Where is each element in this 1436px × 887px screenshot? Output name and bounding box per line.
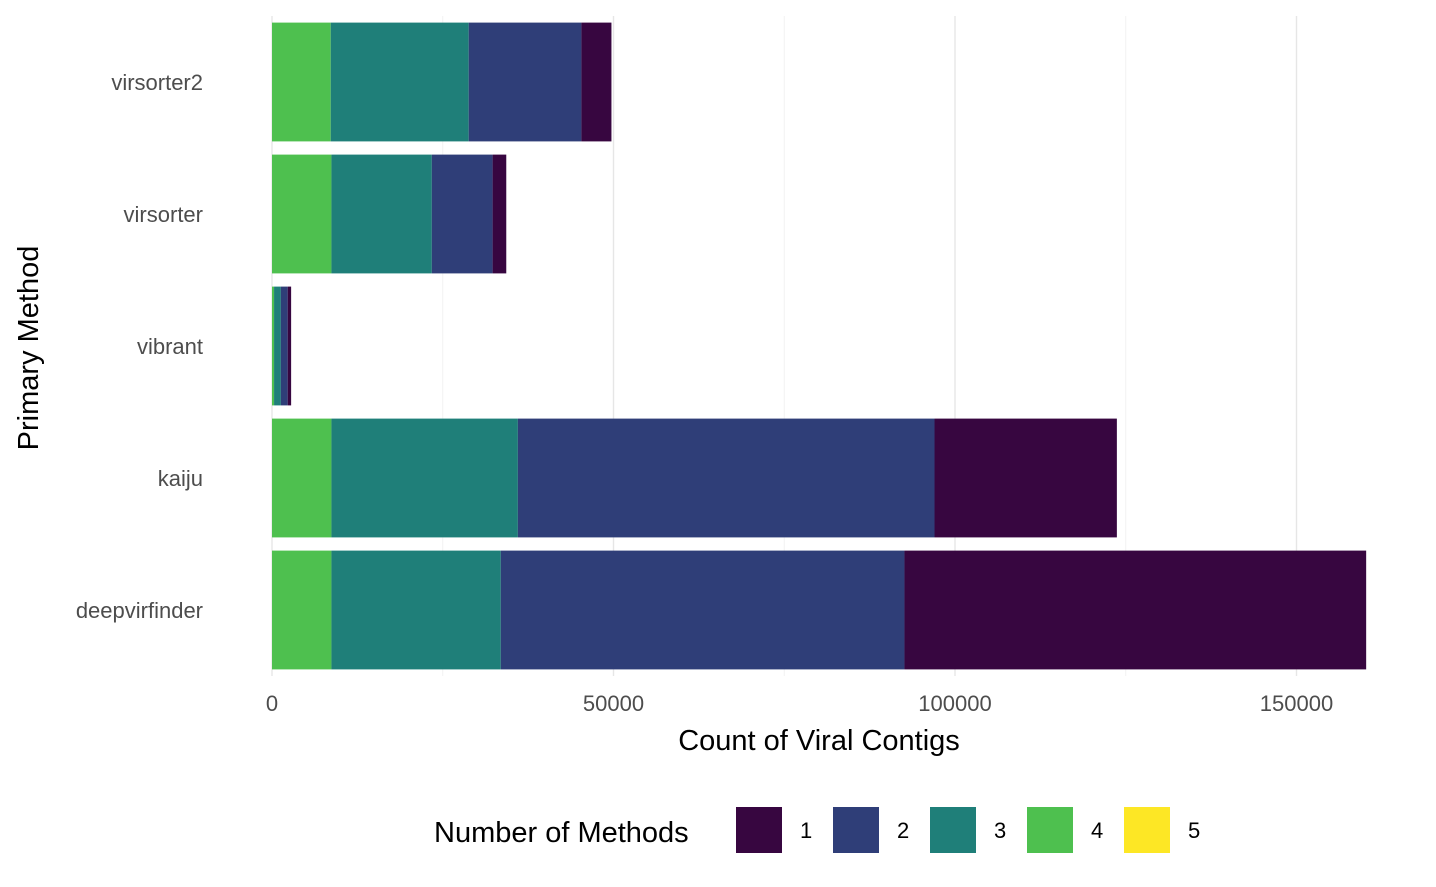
legend-key-4 [1027,807,1073,853]
bar-deepvirfinder-methods-3 [331,550,501,670]
legend-title: Number of Methods [434,817,689,849]
bar-kaiju-methods-1 [934,418,1117,538]
bar-virsorter-methods-3 [331,154,432,274]
x-tick-label-50000: 50000 [583,691,644,716]
bar-kaiju-methods-2 [517,418,935,538]
y-tick-label-virsorter2: virsorter2 [111,70,203,95]
bar-vibrant-methods-3 [274,286,281,406]
x-tick-labels: 0 50000 100000 150000 [266,691,1333,716]
bar-deepvirfinder-methods-1 [904,550,1367,670]
y-tick-label-virsorter: virsorter [124,202,203,227]
x-tick-label-0: 0 [266,691,278,716]
y-tick-labels: virsorter2 virsorter vibrant kaiju deepvirfi… [76,70,203,623]
bar-virsorter-methods-4 [272,154,332,274]
y-tick-label-kaiju: kaiju [158,466,203,491]
legend-key-1 [736,807,782,853]
bar-vibrant-methods-4 [272,286,275,406]
bar-deepvirfinder-methods-2 [500,550,905,670]
bar-virsorter2-methods-1 [581,22,612,142]
legend-key-3 [930,807,976,853]
y-axis-title: Primary Method [13,246,45,451]
y-tick-label-deepvirfinder: deepvirfinder [76,598,203,623]
x-tick-label-100000: 100000 [918,691,991,716]
bar-virsorter2-methods-2 [468,22,582,142]
legend-label-5: 5 [1188,818,1200,843]
bar-virsorter-methods-1 [492,154,507,274]
bar-virsorter-methods-2 [431,154,493,274]
legend: Number of Methods 1 2 3 4 5 [434,807,1200,853]
bar-kaiju-methods-4 [272,418,332,538]
legend-key-5 [1124,807,1170,853]
legend-label-2: 2 [897,818,909,843]
legend-label-3: 3 [994,818,1006,843]
bar-virsorter2-methods-3 [330,22,469,142]
bar-vibrant-methods-2 [280,286,288,406]
legend-label-1: 1 [800,818,812,843]
bar-deepvirfinder-methods-4 [272,550,332,670]
legend-label-4: 4 [1091,818,1103,843]
x-tick-label-150000: 150000 [1260,691,1333,716]
x-axis-title: Count of Viral Contigs [678,725,960,757]
bars [272,22,1367,670]
bar-virsorter2-methods-4 [272,22,331,142]
y-tick-label-vibrant: vibrant [137,334,203,359]
legend-key-2 [833,807,879,853]
bar-vibrant-methods-1 [287,286,292,406]
bar-kaiju-methods-3 [331,418,518,538]
